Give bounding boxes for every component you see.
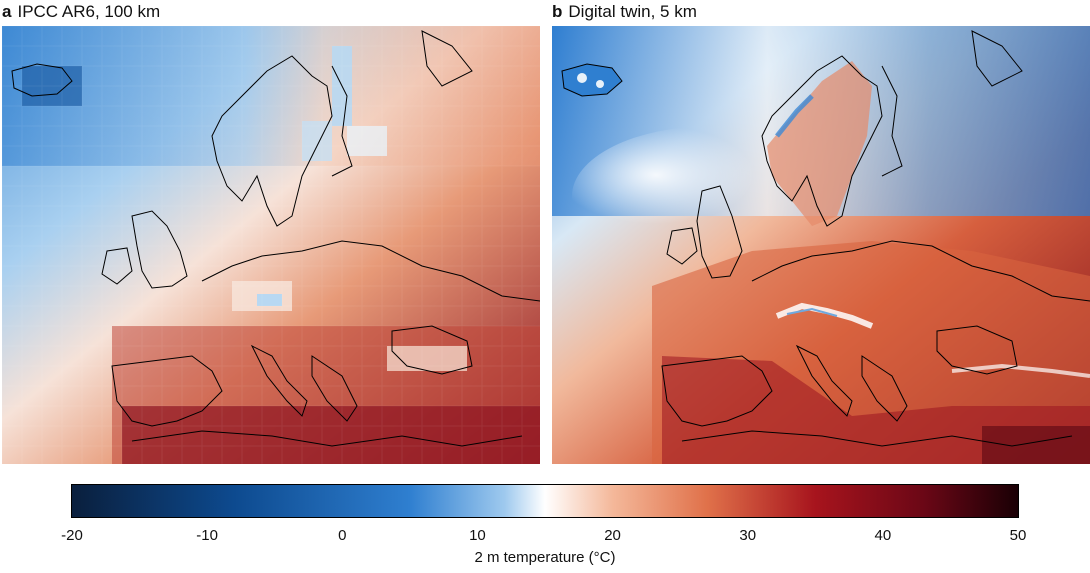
panel-a-title: a IPCC AR6, 100 km: [2, 0, 160, 24]
panel-b-letter: b: [552, 2, 563, 21]
colorbar-tick-label: -10: [196, 527, 218, 544]
panel-a-title-text: IPCC AR6, 100 km: [17, 2, 161, 21]
colorbar-tick-label: -20: [61, 527, 83, 544]
map-panel-a: [2, 26, 540, 464]
colorbar-tick-label: 50: [1009, 527, 1027, 544]
panel-b-title: b Digital twin, 5 km: [552, 0, 697, 24]
colorbar-label: 2 m temperature (°C): [474, 549, 616, 566]
colorbar-gradient: [71, 484, 1019, 518]
colorbar-tick-label: 40: [874, 527, 892, 544]
panel-a-letter: a: [2, 2, 12, 21]
coastlines-a: [11, 30, 540, 447]
panel-b-title-text: Digital twin, 5 km: [568, 2, 697, 21]
temperature-map-coarse: [2, 26, 540, 464]
coastlines-b: [561, 30, 1090, 447]
colorbar-tick-label: 30: [739, 527, 757, 544]
temperature-map-fine: [552, 26, 1090, 464]
colorbar-tick-label: 0: [338, 527, 347, 544]
colorbar-tick-label: 10: [469, 527, 486, 544]
colorbar: [71, 484, 1019, 518]
colorbar-tick-label: 20: [604, 527, 621, 544]
map-panel-b: [552, 26, 1090, 464]
